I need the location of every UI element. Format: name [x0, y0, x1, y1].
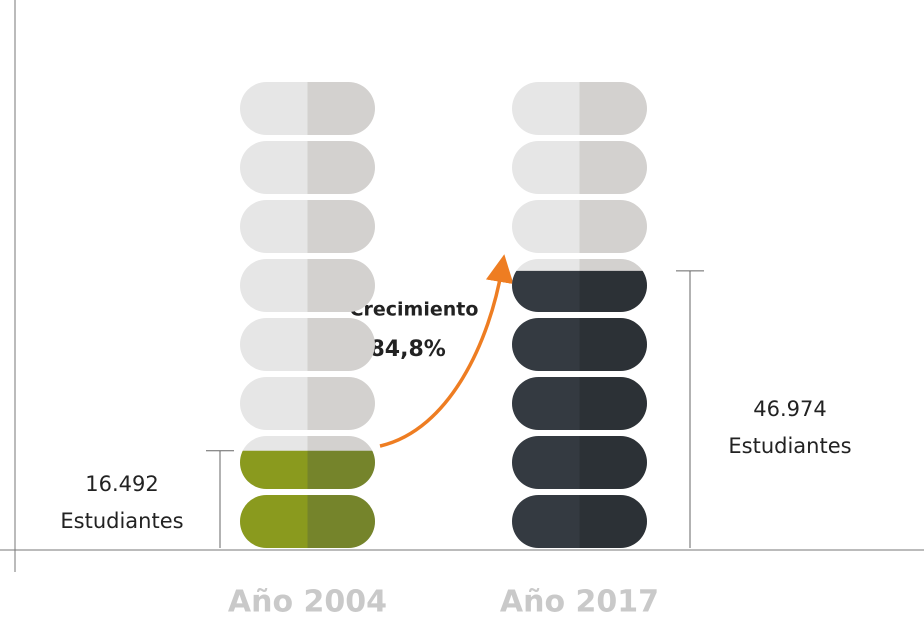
empty-pill-right [307, 82, 375, 135]
filled-pill-right [579, 318, 647, 371]
empty-pill-right [307, 318, 375, 371]
empty-pill-right [579, 82, 647, 135]
filled-pill-right [579, 495, 647, 548]
unit-label: Estudiantes [728, 434, 851, 458]
value-label: 16.492 [85, 472, 158, 496]
filled-pill-left [512, 318, 580, 371]
annotation-title: Crecimiento [350, 299, 479, 321]
empty-pill-left [240, 318, 308, 371]
filled-pill-right [579, 436, 647, 489]
filled-pill-left [512, 495, 580, 548]
empty-pill-right [307, 200, 375, 253]
filled-pill-left [240, 450, 308, 489]
filled-pill-right [579, 270, 647, 312]
empty-pill-right [307, 141, 375, 194]
growth-arrow [379, 254, 514, 448]
empty-pill-left [512, 141, 580, 194]
filled-pill-left [512, 377, 580, 430]
empty-pill-left [240, 141, 308, 194]
filled-pill-right [307, 495, 375, 548]
empty-pill-right [307, 259, 375, 312]
empty-pill-right [579, 141, 647, 194]
empty-pill-left [240, 200, 308, 253]
filled-pill-left [512, 270, 580, 312]
filled-pill-right [307, 450, 375, 489]
empty-pill-left [240, 377, 308, 430]
value-fill [512, 270, 647, 548]
filled-pill-left [512, 436, 580, 489]
empty-pill-left [512, 82, 580, 135]
empty-pill-right [307, 377, 375, 430]
unit-label: Estudiantes [60, 509, 183, 533]
empty-pill-left [240, 82, 308, 135]
value-label: 46.974 [753, 397, 826, 421]
empty-pill-left [240, 259, 308, 312]
category-label: Año 2004 [228, 585, 387, 618]
filled-pill-left [240, 495, 308, 548]
filled-pill-right [579, 377, 647, 430]
empty-pill-right [579, 200, 647, 253]
value-fill [240, 450, 375, 548]
empty-pill-left [512, 200, 580, 253]
category-label: Año 2017 [500, 585, 659, 618]
